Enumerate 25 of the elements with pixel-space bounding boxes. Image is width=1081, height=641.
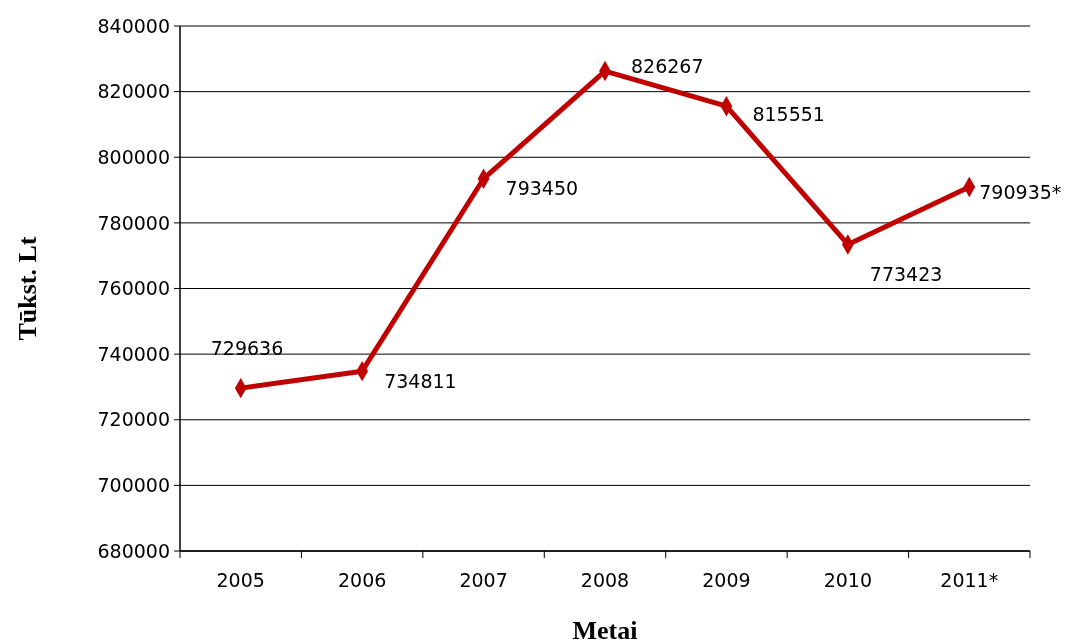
x-axis-title: Metai [572, 616, 638, 641]
x-tick-label: 2008 [580, 569, 630, 591]
text: 793450 [505, 177, 579, 200]
y-tick-label: 780000 [97, 211, 170, 234]
y-axis-title: Tūkst. Lt [13, 236, 42, 341]
y-tick-label: 740000 [97, 342, 170, 365]
x-tick-label: 2005 [216, 569, 265, 591]
x-tick-label: 2010 [823, 569, 873, 591]
x-tick-label: 2011* [940, 569, 999, 591]
x-tick-label: 2007 [459, 569, 508, 591]
y-tick-label: 680000 [97, 539, 170, 562]
text: 729636 [210, 336, 284, 359]
y-tick-label: 760000 [97, 277, 170, 300]
y-tick-label: 720000 [97, 408, 170, 431]
text: 790935* [979, 180, 1062, 203]
text: 815551 [752, 102, 825, 125]
text: 773423 [869, 263, 943, 286]
y-tick-label: 700000 [97, 474, 170, 497]
y-tick-label: 840000 [97, 14, 170, 37]
x-tick-label: 2006 [337, 569, 387, 591]
x-tick-label: 2009 [702, 569, 751, 591]
y-tick-label: 800000 [97, 145, 170, 168]
y-tick-label: 820000 [97, 80, 170, 103]
text: 734811 [384, 369, 457, 392]
text: 826267 [631, 54, 704, 77]
